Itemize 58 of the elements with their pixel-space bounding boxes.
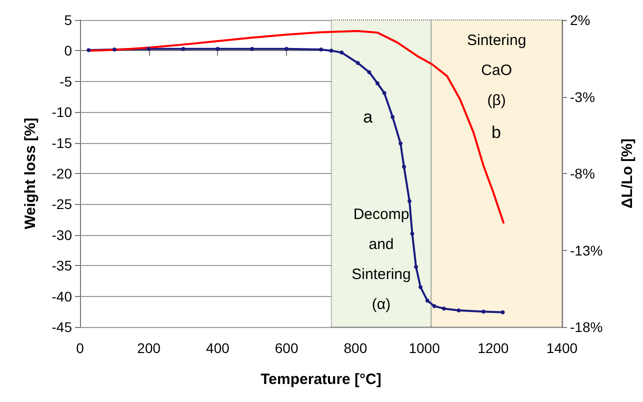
point	[407, 199, 412, 204]
point	[414, 264, 418, 269]
x-tick-label: 0	[76, 340, 84, 356]
x-tick-label: 600	[274, 340, 298, 356]
x-tick-label: 200	[137, 340, 161, 356]
point	[340, 50, 344, 55]
x-tick-label: 1400	[546, 340, 578, 356]
x-tick-label: 400	[206, 340, 230, 356]
y2-tick-label: -3%	[570, 88, 595, 105]
x-tick-label: 1200	[478, 340, 509, 356]
point	[425, 298, 430, 303]
point	[456, 308, 461, 312]
y-tick-label: -40	[52, 288, 72, 304]
point	[329, 48, 334, 53]
point	[390, 115, 395, 120]
x-tick-label: 800	[344, 340, 368, 356]
y2-tick-label: 2%	[570, 12, 590, 28]
point	[146, 46, 151, 51]
x-tick-label: 1000	[408, 340, 440, 356]
y-tick-label: -45	[52, 319, 72, 335]
point	[86, 48, 91, 52]
point	[402, 164, 406, 169]
point	[410, 232, 414, 236]
point	[250, 46, 254, 51]
y-tick-label: -30	[52, 226, 72, 243]
point	[112, 47, 116, 52]
point	[284, 46, 289, 51]
point	[356, 60, 360, 65]
point	[375, 81, 380, 86]
series-label: b	[492, 123, 501, 142]
x-axis-title: Temperature [°C]	[260, 371, 382, 388]
point	[482, 310, 486, 314]
point	[319, 47, 323, 52]
y-tick-label: -15	[52, 134, 72, 151]
y2-axis-title: ΔL/Lo [%]	[619, 138, 636, 208]
point	[442, 306, 446, 311]
y-tick-label: -10	[52, 104, 72, 120]
point	[382, 91, 386, 96]
band-label: Sintering CaO (β)	[466, 32, 526, 109]
y-tick-label: -25	[52, 196, 72, 212]
y2-tick-label: -8%	[570, 166, 595, 182]
point	[181, 46, 186, 51]
band-label: Decomp and Sintering (α)	[352, 206, 411, 313]
point	[500, 310, 505, 314]
y-axis-title: Weight loss [%]	[22, 118, 39, 230]
point	[398, 141, 403, 146]
y-tick-label: -20	[52, 166, 72, 182]
y2-tick-label: -13%	[570, 242, 603, 258]
point	[367, 70, 372, 74]
point	[216, 46, 220, 51]
series-label: a	[363, 108, 374, 127]
y-tick-label: -35	[52, 258, 72, 274]
point	[432, 304, 436, 308]
y-tick-label: 5	[64, 12, 72, 28]
y2-tick-label: -18%	[570, 319, 603, 335]
y-tick-label: -5	[60, 73, 72, 90]
y-tick-label: 0	[64, 42, 72, 59]
point	[418, 285, 422, 290]
